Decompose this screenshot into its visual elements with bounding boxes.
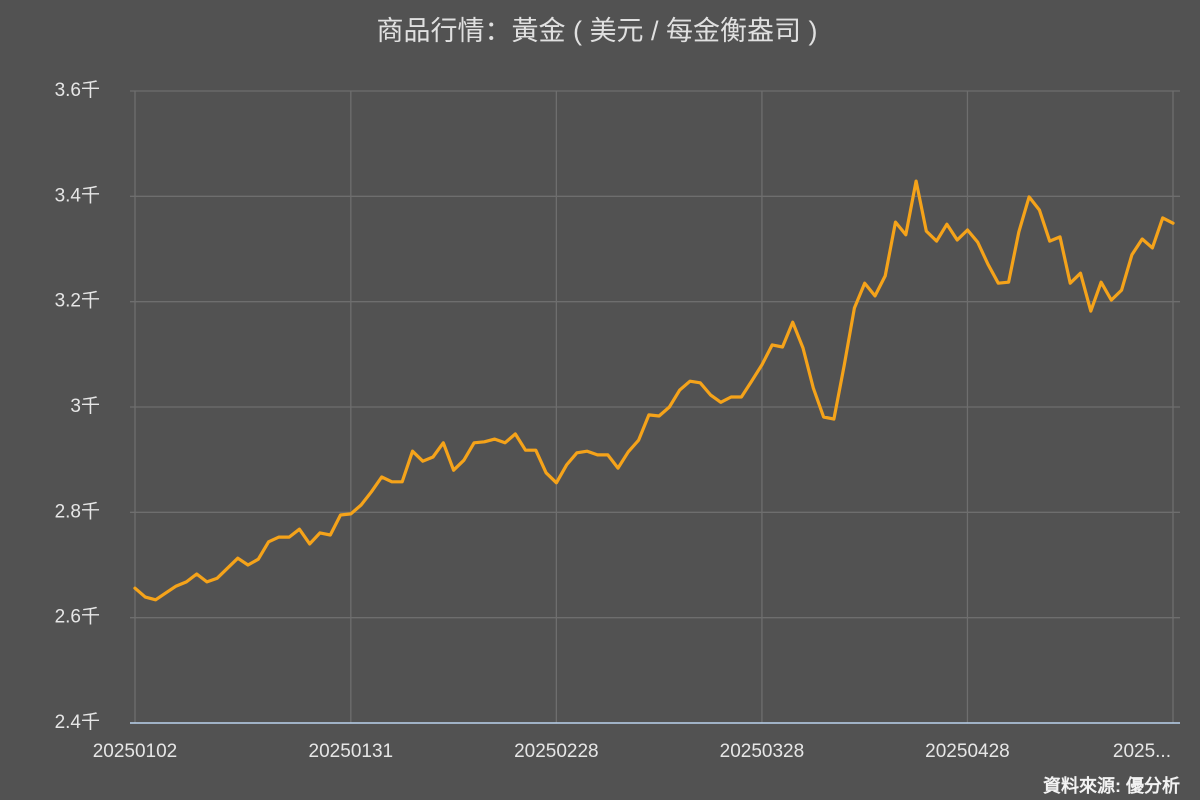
price-line bbox=[133, 179, 1175, 602]
x-tick-label: 20250131 bbox=[309, 741, 394, 762]
x-tick-label: 20250428 bbox=[925, 741, 1010, 762]
chart-title: 商品行情：黃金 ( 美元 / 每金衡盎司 ) bbox=[377, 16, 818, 46]
y-tick-label: 3.6千 bbox=[55, 79, 100, 101]
x-tick-label: 20250102 bbox=[93, 741, 178, 762]
x-tick-label: 2025... bbox=[1113, 741, 1171, 762]
x-tick-label: 20250328 bbox=[720, 741, 805, 762]
y-tick-label: 3.4千 bbox=[55, 184, 100, 206]
source-note: 資料來源: 優分析 bbox=[1043, 775, 1180, 796]
x-tick-label: 20250228 bbox=[514, 741, 599, 762]
y-tick-label: 2.8千 bbox=[55, 500, 100, 522]
y-tick-label: 2.6千 bbox=[55, 606, 100, 628]
y-tick-label: 3.2千 bbox=[55, 290, 100, 312]
y-tick-label: 3千 bbox=[70, 395, 100, 417]
y-tick-label: 2.4千 bbox=[55, 711, 100, 733]
